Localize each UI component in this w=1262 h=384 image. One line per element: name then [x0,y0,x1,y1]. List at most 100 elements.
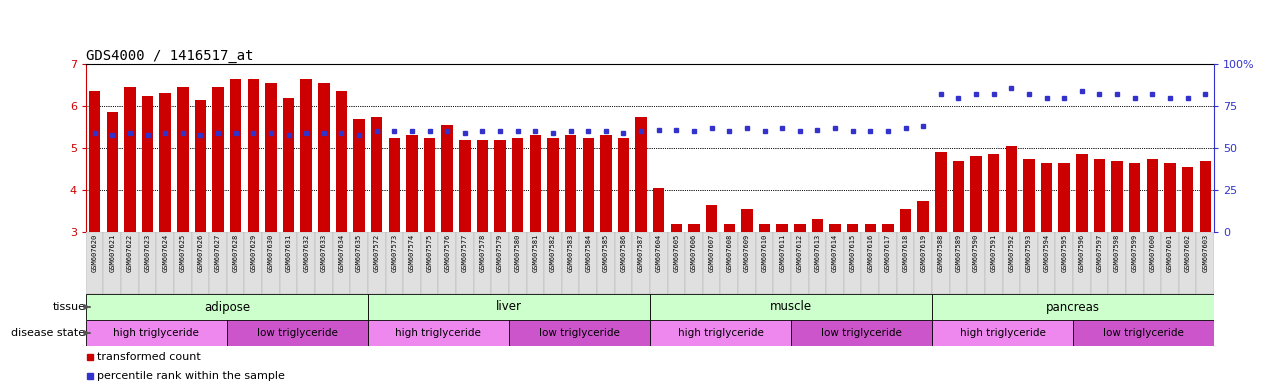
Bar [931,232,949,294]
Text: GSM607598: GSM607598 [1114,234,1121,272]
Text: GSM607619: GSM607619 [920,234,926,272]
Text: transformed count: transformed count [97,352,201,362]
Bar [1161,232,1179,294]
Bar [741,209,752,232]
Bar [280,232,298,294]
Bar [827,232,844,294]
Bar [544,232,562,294]
Bar [491,232,509,294]
Text: GSM607608: GSM607608 [726,234,732,272]
Bar [1023,159,1035,232]
Bar [369,294,650,320]
Text: high triglyceride: high triglyceride [959,328,1045,338]
Bar [88,91,101,232]
Bar [917,200,929,232]
Text: GSM607618: GSM607618 [902,234,909,272]
Text: muscle: muscle [770,301,811,313]
Text: pancreas: pancreas [1046,301,1100,313]
Bar [776,223,787,232]
Bar [227,232,245,294]
Text: GSM607625: GSM607625 [179,234,186,272]
Text: GSM607630: GSM607630 [268,234,274,272]
Bar [650,294,931,320]
Bar [632,232,650,294]
Text: GSM607577: GSM607577 [462,234,468,272]
Bar [1006,146,1017,232]
Bar [915,232,931,294]
Bar [635,116,647,232]
Text: GSM607616: GSM607616 [867,234,873,272]
Text: high triglyceride: high triglyceride [395,328,481,338]
Bar [668,232,685,294]
Bar [1037,232,1055,294]
Bar [738,232,756,294]
Bar [1143,232,1161,294]
Text: GSM607586: GSM607586 [621,234,626,272]
Bar [897,232,915,294]
Bar [192,232,209,294]
Text: GSM607613: GSM607613 [814,234,820,272]
Bar [1179,232,1196,294]
Text: GSM607602: GSM607602 [1185,234,1190,272]
Text: GSM607621: GSM607621 [110,234,115,272]
Bar [177,87,188,232]
Bar [209,232,227,294]
Bar [1147,159,1159,232]
Text: GSM607574: GSM607574 [409,234,415,272]
Text: GSM607588: GSM607588 [938,234,944,272]
Text: GDS4000 / 1416517_at: GDS4000 / 1416517_at [86,49,254,63]
Bar [403,232,420,294]
Bar [791,320,931,346]
Bar [124,87,135,232]
Bar [864,223,876,232]
Bar [548,137,559,232]
Bar [1094,159,1106,232]
Bar [141,96,153,232]
Bar [262,232,280,294]
Bar [650,320,791,346]
Bar [988,154,1000,232]
Bar [194,100,206,232]
Text: GSM607594: GSM607594 [1044,234,1050,272]
Text: GSM607596: GSM607596 [1079,234,1085,272]
Bar [1165,163,1176,232]
Bar [1073,232,1090,294]
Bar [758,223,770,232]
Text: GSM607579: GSM607579 [497,234,504,272]
Bar [1182,167,1194,232]
Bar [456,232,473,294]
Bar [685,232,703,294]
Text: GSM607603: GSM607603 [1203,234,1208,272]
Bar [369,232,385,294]
Text: GSM607582: GSM607582 [550,234,557,272]
Text: high triglyceride: high triglyceride [114,328,199,338]
Bar [931,320,1073,346]
Text: GSM607581: GSM607581 [533,234,539,272]
Bar [1073,320,1214,346]
Bar [283,98,294,232]
Bar [265,83,276,232]
Bar [723,223,734,232]
Text: GSM607634: GSM607634 [338,234,345,272]
Bar [512,137,524,232]
Bar [670,223,681,232]
Bar [1129,163,1141,232]
Text: GSM607611: GSM607611 [779,234,785,272]
Bar [103,232,121,294]
Bar [385,232,403,294]
Bar [1076,154,1088,232]
Text: GSM607607: GSM607607 [709,234,714,272]
Text: GSM607580: GSM607580 [515,234,521,272]
Bar [509,232,526,294]
Bar [316,232,333,294]
Bar [562,232,579,294]
Text: GSM607595: GSM607595 [1061,234,1068,272]
Bar [156,232,174,294]
Bar [1090,232,1108,294]
Bar [438,232,456,294]
Bar [847,223,858,232]
Text: GSM607612: GSM607612 [796,234,803,272]
Bar [86,232,103,294]
Text: adipose: adipose [203,301,250,313]
Text: GSM607606: GSM607606 [692,234,697,272]
